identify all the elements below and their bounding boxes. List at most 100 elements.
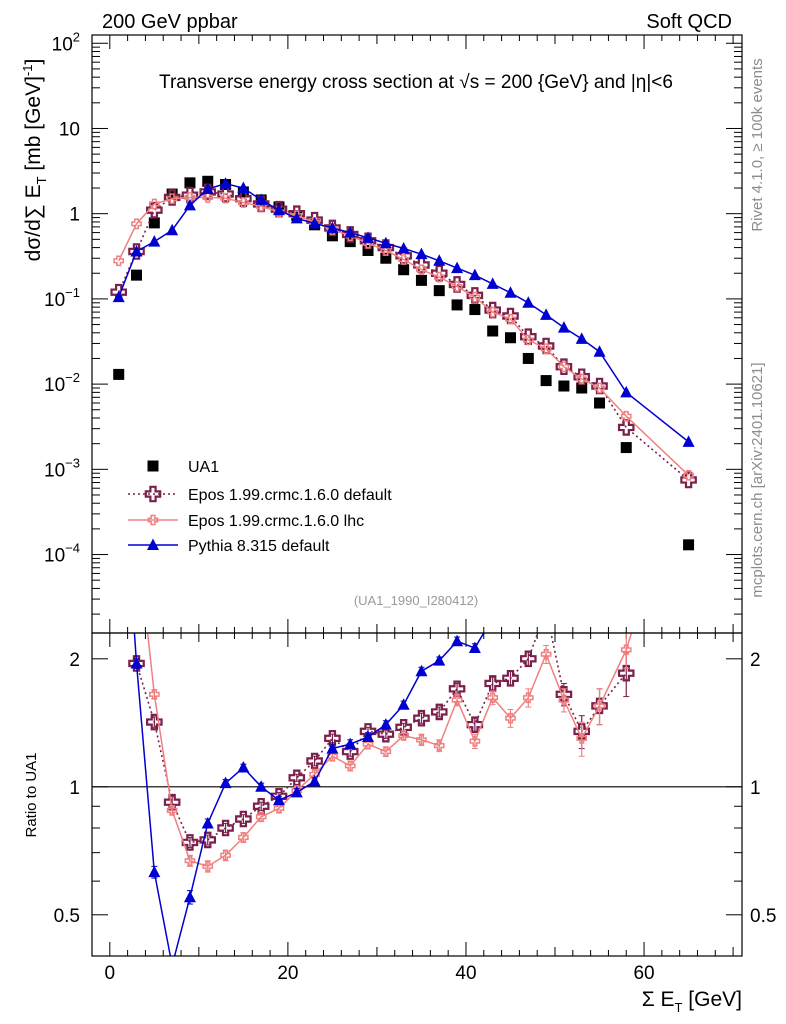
legend-entry: Epos 1.99.crmc.1.6.0 lhc <box>128 513 364 530</box>
ratio-y-tick-label-right: 2 <box>750 650 761 671</box>
main-data-point <box>272 203 285 216</box>
main-data-point <box>112 290 125 303</box>
ratio-data-point <box>220 849 231 861</box>
ratio-data-point <box>362 738 374 750</box>
main-series-2 <box>113 192 694 481</box>
main-data-point <box>433 271 445 283</box>
ratio-data-point <box>617 664 635 682</box>
main-data-point <box>130 244 143 257</box>
main-data-point <box>451 281 463 292</box>
ratio-data-point <box>344 737 357 750</box>
main-data-point <box>344 226 357 238</box>
main-data-point <box>362 244 374 256</box>
ratio-data-point <box>288 769 306 787</box>
main-data-point <box>540 308 553 320</box>
main-data-point <box>617 419 635 436</box>
main-data-point <box>148 235 161 247</box>
main-series-line <box>117 191 690 481</box>
ratio-data-point <box>344 760 356 772</box>
ratio-data-point <box>237 761 250 773</box>
main-data-point <box>415 247 428 260</box>
ratio-y-tick-label-left: 2 <box>69 650 80 671</box>
ratio-data-point <box>163 793 181 811</box>
ratio-data-point <box>487 611 499 623</box>
main-data-point <box>683 539 695 551</box>
ratio-data-point <box>416 734 427 746</box>
x-tick-label: 0 <box>105 963 116 984</box>
ratio-data-point <box>326 742 339 754</box>
ratio-data-point <box>183 890 196 903</box>
ratio-data-point <box>146 713 163 731</box>
ratio-panel-frame <box>91 632 743 957</box>
main-data-point <box>237 181 250 194</box>
ratio-data-point <box>255 811 267 823</box>
legend-marker <box>147 514 159 526</box>
main-y-tick-label: 10−1 <box>44 285 80 311</box>
legend-marker <box>147 538 159 550</box>
ratio-data-point <box>235 810 252 828</box>
main-data-point <box>219 177 232 189</box>
ratio-data-point <box>166 805 178 816</box>
main-data-point <box>576 373 588 385</box>
ratio-y-tick-label-left: 0.5 <box>54 906 80 927</box>
main-panel-series <box>110 175 697 551</box>
ratio-data-point <box>591 697 608 715</box>
main-data-point <box>540 343 552 355</box>
ratio-data-point <box>451 694 463 706</box>
x-tick-label: 60 <box>633 963 654 984</box>
main-y-tick-label: 1 <box>69 205 80 226</box>
ratio-y-tick-label-right: 1 <box>750 778 761 799</box>
main-data-point <box>505 313 516 325</box>
main-data-point <box>576 382 588 394</box>
main-data-point <box>380 252 392 264</box>
main-data-point <box>166 223 179 236</box>
ratio-data-point <box>522 692 534 704</box>
ratio-data-point <box>166 959 178 971</box>
main-data-point <box>202 192 214 203</box>
ratio-data-point <box>520 650 537 668</box>
main-data-point <box>220 192 231 204</box>
main-data-point <box>217 185 234 203</box>
legend-label: UA1 <box>188 459 219 476</box>
ratio-data-point <box>113 396 125 408</box>
ratio-data-point <box>539 603 553 617</box>
main-data-point <box>487 325 499 337</box>
main-data-point <box>469 304 481 316</box>
main-data-point <box>235 190 252 207</box>
main-data-point <box>522 334 534 346</box>
main-data-point <box>184 177 196 189</box>
x-axis-label: Σ ET [GeV] <box>642 988 742 1015</box>
main-y-tick-label: 10 <box>59 119 80 140</box>
ratio-series-1 <box>146 633 633 873</box>
ratio-data-point <box>199 831 217 849</box>
main-data-point <box>486 277 499 289</box>
main-data-point <box>128 243 145 260</box>
ratio-data-point <box>448 680 466 698</box>
main-y-tick-label: 10−4 <box>44 541 80 567</box>
main-series-3 <box>112 177 695 447</box>
x-tick-label: 40 <box>455 963 476 984</box>
ratio-data-point <box>324 730 341 747</box>
main-data-point <box>238 197 249 208</box>
legend-label: Epos 1.99.crmc.1.6.0 lhc <box>188 513 364 530</box>
main-data-point <box>202 175 214 187</box>
ratio-data-point <box>184 855 196 867</box>
main-data-point <box>163 189 181 206</box>
ratio-data-point <box>620 644 632 656</box>
legend-label: Epos 1.99.crmc.1.6.0 default <box>188 487 392 504</box>
main-data-point <box>504 286 517 298</box>
ratio-data-point <box>306 752 323 770</box>
ratio-series-2 <box>113 396 499 971</box>
legend-entry: UA1 <box>147 459 219 476</box>
side-label-rivet: Rivet 4.1.0, ≥ 100k events <box>749 58 766 231</box>
main-data-point <box>398 254 409 265</box>
ratio-data-point <box>395 719 412 736</box>
main-data-point <box>308 216 321 229</box>
ratio-data-point <box>505 712 516 724</box>
ratio-data-point <box>413 709 430 727</box>
ratio-data-point <box>130 656 143 669</box>
main-data-point <box>184 192 196 203</box>
ratio-data-point <box>290 785 303 798</box>
main-data-point <box>201 182 214 194</box>
